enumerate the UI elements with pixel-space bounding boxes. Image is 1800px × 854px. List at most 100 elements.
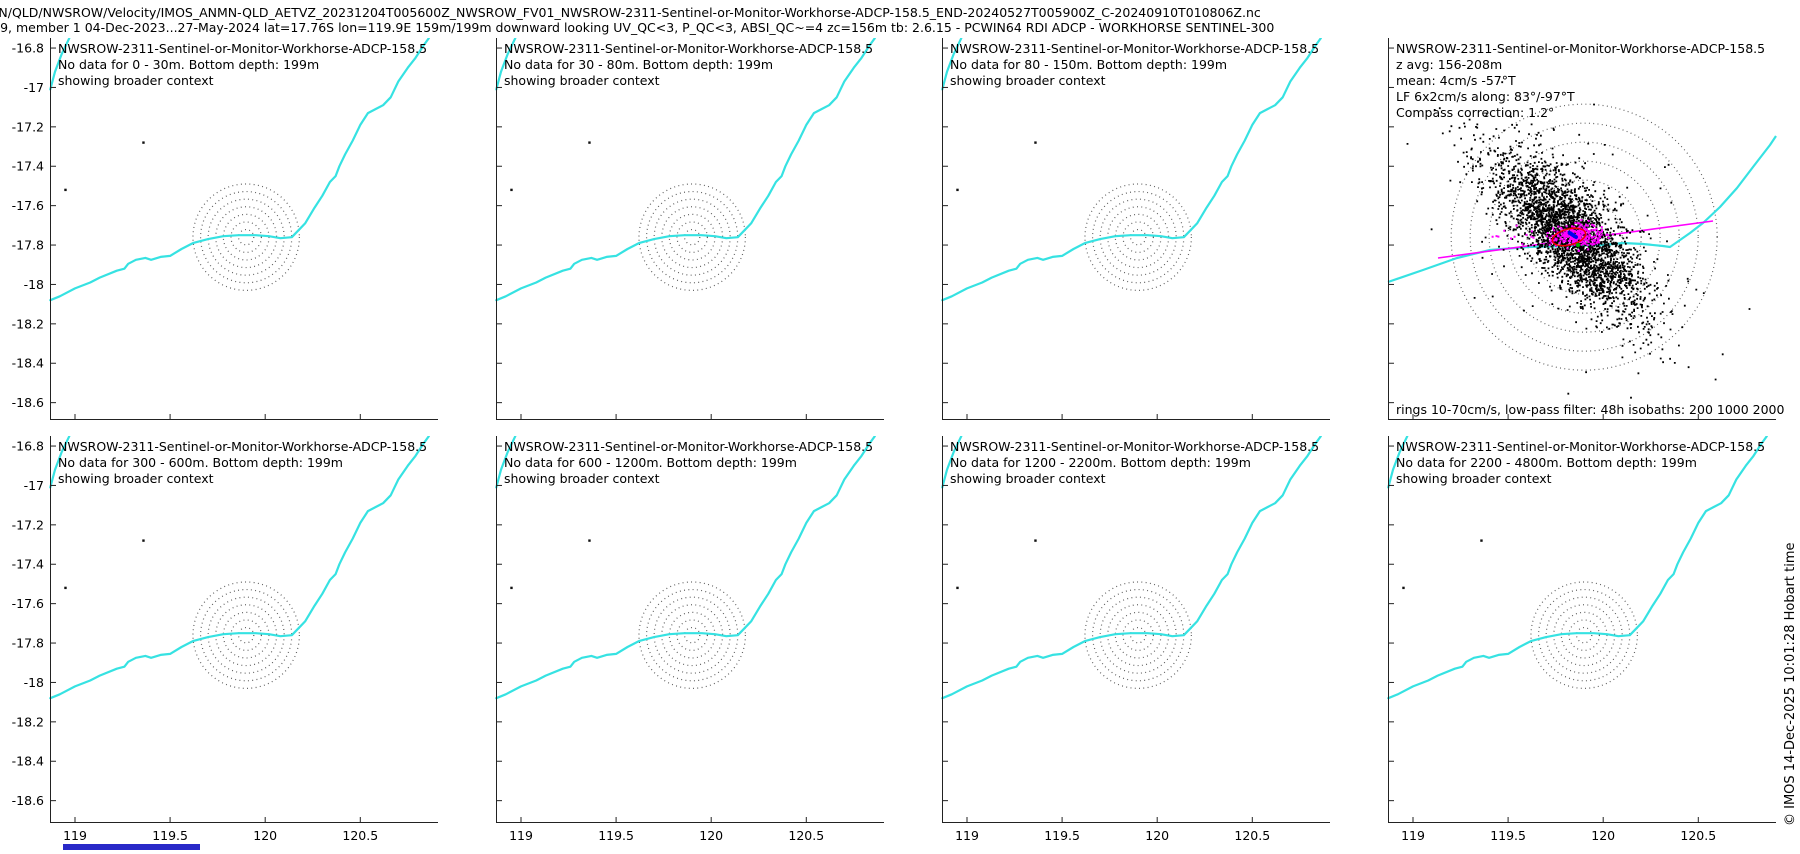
y-tick-label: -18 [24,675,44,690]
panel-title: NWSROW-2311-Sentinel-or-Monitor-Workhors… [504,439,873,454]
coastline [49,38,430,302]
speed-ring [1526,179,1642,295]
y-tick-label: -17.4 [12,557,44,572]
panel-nodata-note: No data for 2200 - 4800m. Bottom depth: … [1396,455,1697,470]
coastline-island [941,436,963,489]
lf-velocity-scatter [1491,219,1615,252]
panel-plot-area [49,38,430,302]
coastline [941,38,1322,302]
speed-ring [1129,228,1147,246]
panel-title: NWSROW-2311-Sentinel-or-Monitor-Workhors… [1396,439,1765,454]
panel-plot-area [1387,81,1777,399]
panel-bottom-1: NWSROW-2311-Sentinel-or-Monitor-Workhors… [12,436,438,843]
panel-bottom-4: NWSROW-2311-Sentinel-or-Monitor-Workhors… [1387,436,1776,843]
y-tick-label: -17.8 [12,636,44,651]
speed-ring [1568,619,1600,651]
panel-title: NWSROW-2311-Sentinel-or-Monitor-Workhors… [58,439,427,454]
isobath-dot [142,141,145,144]
velocity-stat-line: z avg: 156-208m [1396,57,1502,72]
isobath-dot [64,188,67,192]
panel-title: NWSROW-2311-Sentinel-or-Monitor-Workhors… [504,41,873,56]
y-tick-label: -18.2 [12,714,44,729]
x-tick-label: 120 [1591,828,1615,843]
y-tick-label: -16.8 [12,41,44,56]
speed-ring [638,183,746,291]
speed-ring [1575,626,1593,644]
speed-ring [683,626,701,644]
coastline-island [1387,436,1409,489]
x-tick-label: 119.5 [1044,828,1080,843]
speed-ring [1507,160,1661,314]
panel-plot-area [941,38,1322,302]
isobath-dot [1480,539,1483,542]
y-tick-label: -18.6 [12,793,44,808]
speed-ring [1560,611,1608,659]
panel-top-2: NWSROW-2311-Sentinel-or-Monitor-Workhors… [495,38,884,420]
speed-ring [1084,183,1192,291]
isobath-dot [588,539,591,542]
y-tick-label: -18.6 [12,395,44,410]
y-tick-label: -17 [24,80,44,95]
y-tick-label: -17.6 [12,198,44,213]
panel-grid: NWSROW-2311-Sentinel-or-Monitor-Workhors… [12,38,1785,843]
x-tick-label: 119.5 [1490,828,1526,843]
coastline-island [49,436,71,489]
panel-nodata-note: No data for 30 - 80m. Bottom depth: 199m [504,57,773,72]
x-tick-label: 120 [1145,828,1169,843]
y-tick-label: -16.8 [12,439,44,454]
speed-ring [1469,122,1699,352]
y-tick-label: -17.4 [12,159,44,174]
lp-mean-marker [1576,243,1580,247]
panel-title: NWSROW-2311-Sentinel-or-Monitor-Workhors… [950,439,1319,454]
x-tick-label: 119.5 [598,828,634,843]
coastline [49,436,430,700]
speed-ring [676,619,708,651]
speed-ring [1114,213,1162,261]
panel-plot-area [495,38,876,302]
isobath-dot [956,586,959,590]
speed-ring [1129,626,1147,644]
speed-ring [230,619,262,651]
y-tick-label: -17.6 [12,596,44,611]
y-tick-label: -17.2 [12,517,44,532]
speed-ring [1122,221,1154,253]
speed-ring [222,213,270,261]
speed-ring [230,221,262,253]
figure-title-line1: IMOS/ANMN/QLD/NWSROW/Velocity/IMOS_ANMN-… [0,5,1261,20]
coastline [495,436,876,700]
panel-context-note: showing broader context [950,73,1106,88]
panel-context-note: showing broader context [1396,471,1552,486]
x-tick-label: 119 [955,828,979,843]
speed-ring [1488,141,1680,333]
velocity-stat-line: mean: 4cm/s -57°T [1396,73,1516,88]
isobath-dot [1034,141,1037,144]
x-tick-label: 119 [509,828,533,843]
y-tick-label: -18.2 [12,316,44,331]
x-tick-label: 120.5 [788,828,824,843]
isobath-dot [588,141,591,144]
panel-context-note: showing broader context [58,471,214,486]
isobath-dot [1034,539,1037,542]
y-tick-label: -17.8 [12,238,44,253]
velocity-stat-line: LF 6x2cm/s along: 83°/-97°T [1396,89,1575,104]
speed-ring [222,611,270,659]
panel-top-3: NWSROW-2311-Sentinel-or-Monitor-Workhors… [941,38,1330,420]
rings-legend: rings 10-70cm/s, low-pass filter: 48h is… [1396,402,1785,417]
isobath-dot [142,539,145,542]
panel-context-note: showing broader context [950,471,1106,486]
isobath-dot [1402,586,1405,590]
coastline [1387,436,1768,700]
panel-title: NWSROW-2311-Sentinel-or-Monitor-Workhors… [950,41,1319,56]
speed-ring [1450,103,1718,371]
panel-bottom-2: NWSROW-2311-Sentinel-or-Monitor-Workhors… [495,436,884,843]
speed-ring [237,228,255,246]
panel-nodata-note: No data for 600 - 1200m. Bottom depth: 1… [504,455,797,470]
x-tick-label: 120.5 [1680,828,1716,843]
lf-std-ellipse [1551,227,1587,247]
speed-ring [237,626,255,644]
coastline-island [495,436,517,489]
x-tick-label: 120.5 [342,828,378,843]
panel-plot-area [495,436,876,700]
panel-nodata-note: No data for 0 - 30m. Bottom depth: 199m [58,57,319,72]
x-tick-label: 119.5 [152,828,188,843]
